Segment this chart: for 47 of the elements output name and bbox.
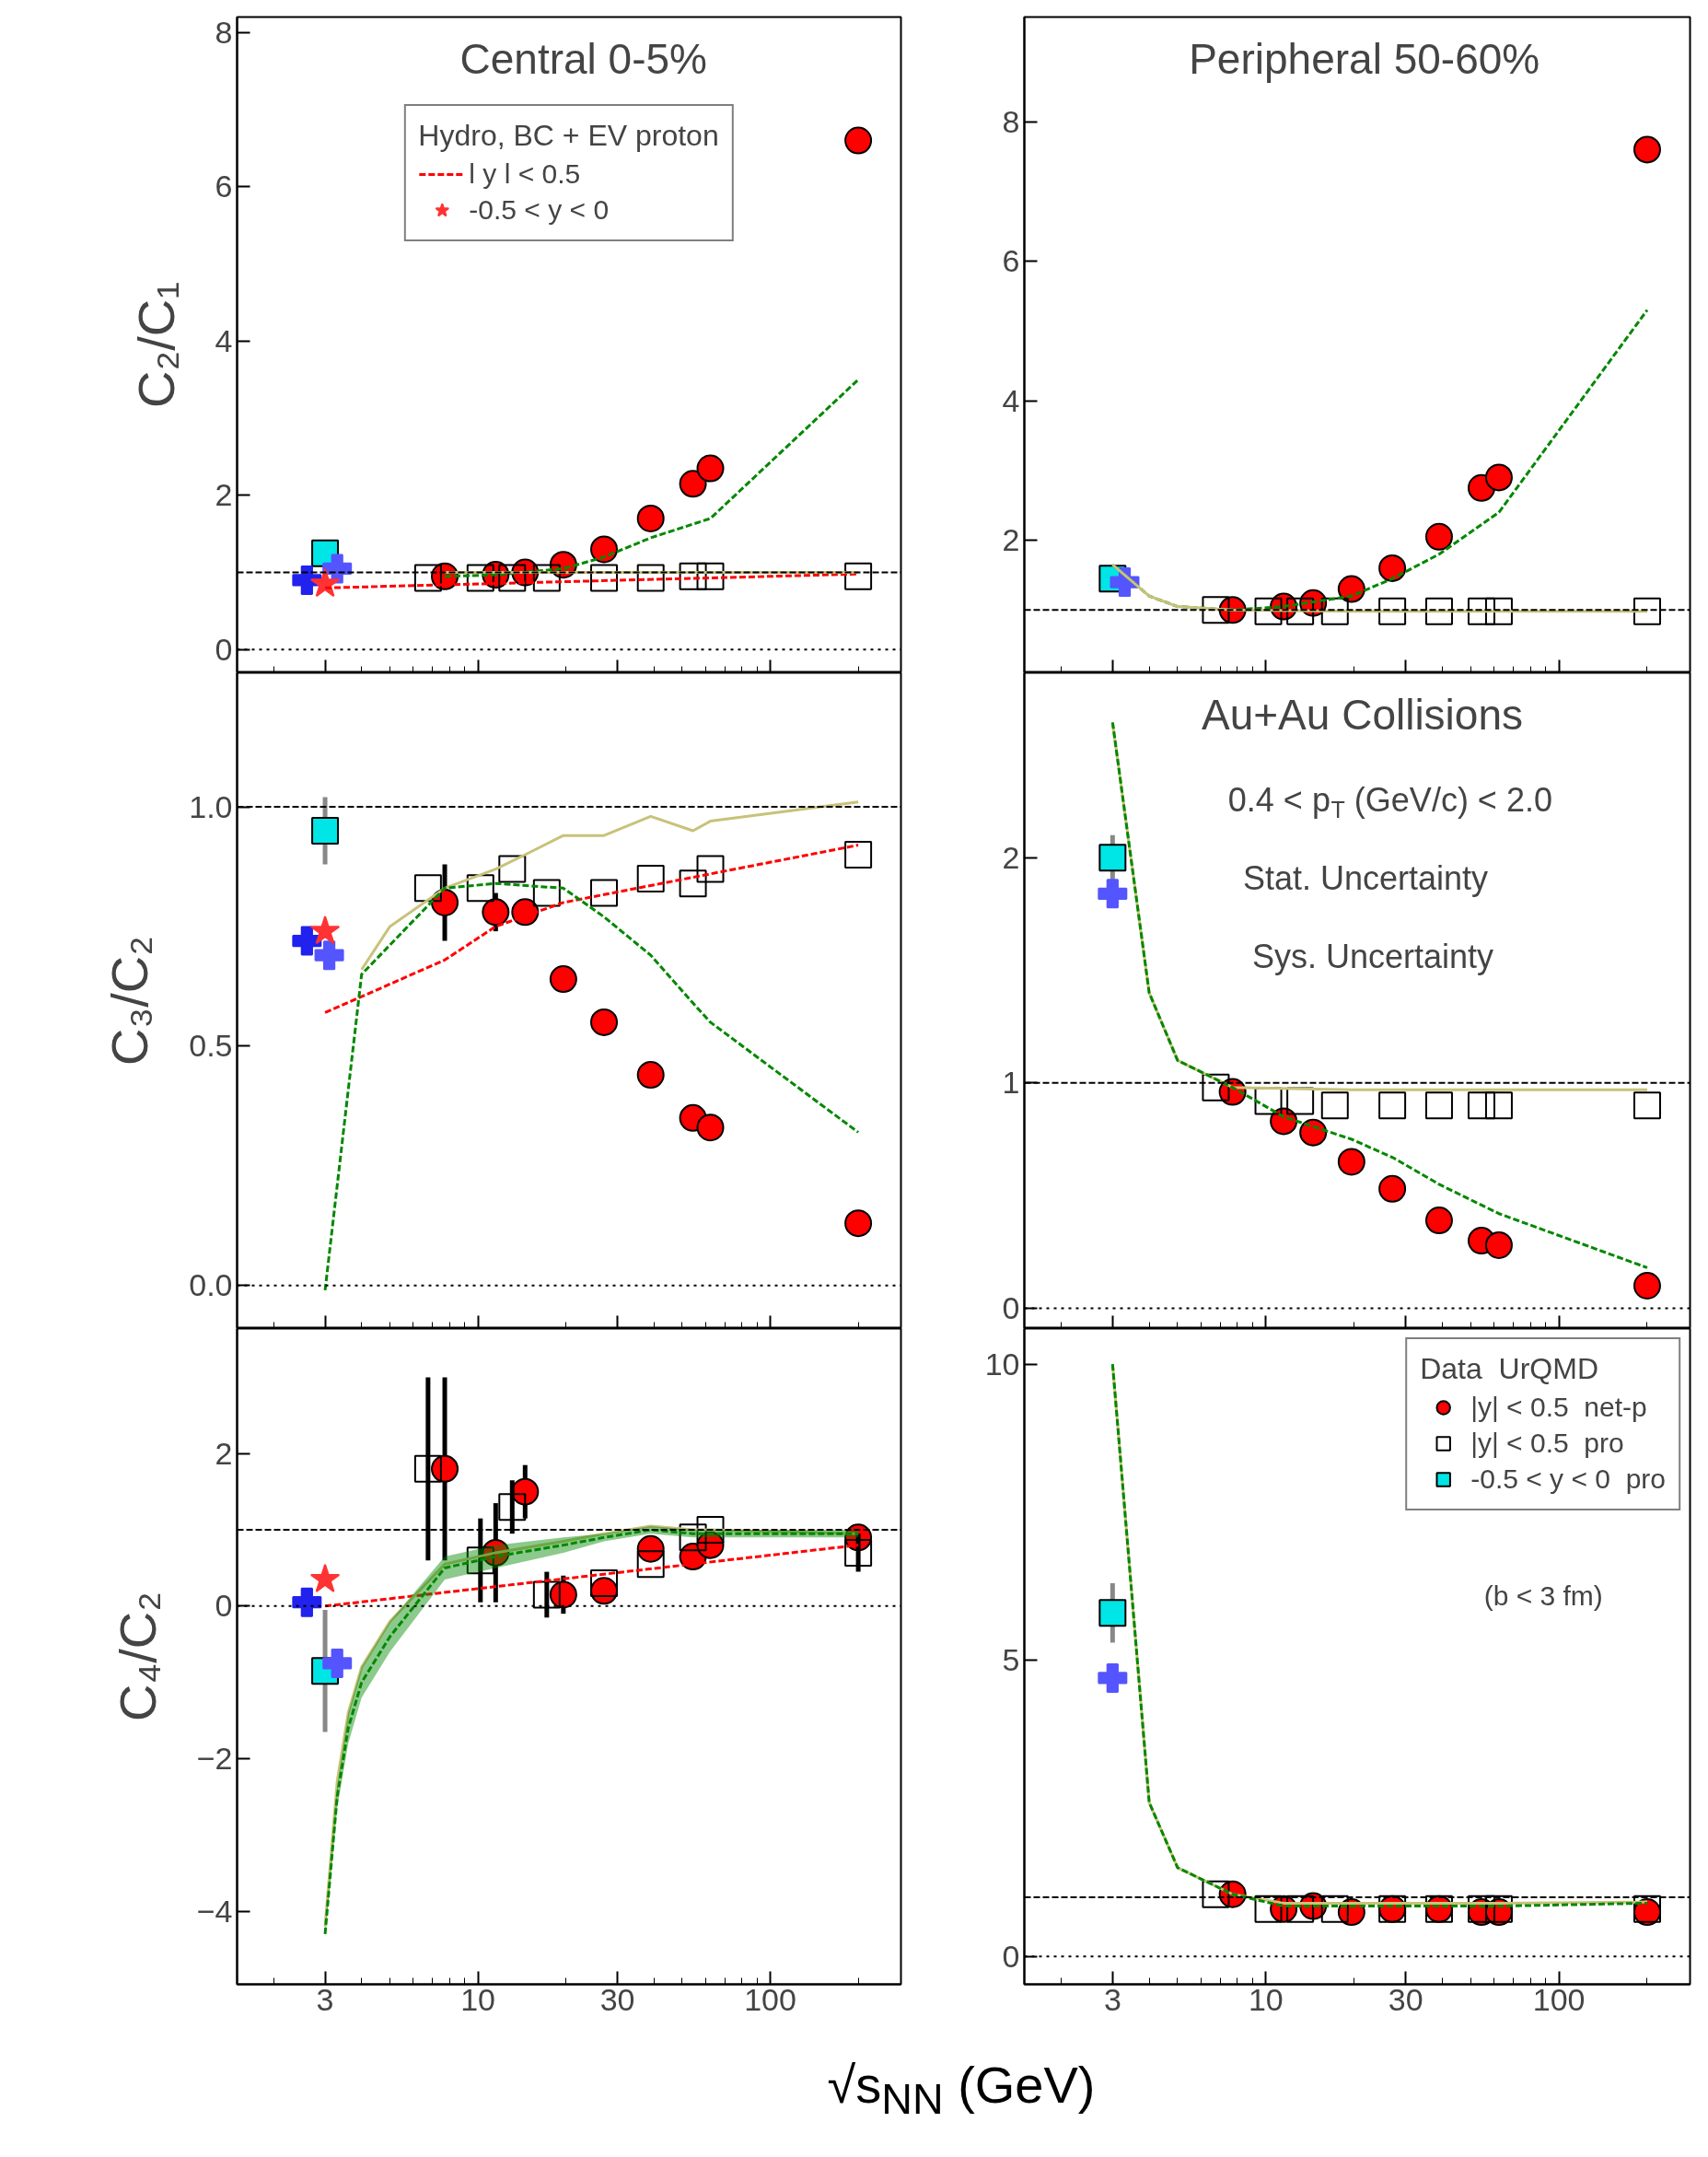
x-axis-title: √s$_{NN}$ (GeV) [827, 2055, 1096, 2126]
legend-label: |y| < 0.5 net-p [1470, 1392, 1647, 1423]
x-tick-label: 10 [1248, 1981, 1284, 2017]
y-tick-label: 0 [1002, 1289, 1020, 1325]
annotation: Au+Au Collisions [1201, 690, 1524, 739]
y-tick-label: 0 [1002, 1938, 1020, 1974]
legend-label: -0.5 < y < 0 pro [1470, 1463, 1666, 1495]
y-tick-label: 6 [215, 169, 233, 204]
y-tick-label: 5 [1002, 1642, 1020, 1678]
y-tick-label: 6 [1002, 243, 1020, 279]
legend-label: -0.5 < y < 0 [469, 194, 610, 226]
y-tick-label: 4 [215, 322, 233, 358]
y-tick-label: 8 [215, 14, 233, 50]
y-tick-label: 0 [215, 631, 233, 667]
y-tick-label: 1 [1002, 1065, 1020, 1101]
y-tick-label: −4 [196, 1893, 233, 1929]
y-tick-label: 2 [215, 477, 233, 513]
y-axis-title: C₂/C₁ [126, 281, 185, 409]
y-tick-label: 0.0 [189, 1267, 233, 1303]
annotation: Stat. Uncertainty [1242, 859, 1489, 897]
y-tick-label: 1.0 [189, 788, 233, 824]
legend-label: |y| < 0.5 pro [1470, 1428, 1624, 1459]
x-tick-label: 30 [1388, 1981, 1423, 2017]
y-tick-label: 10 [984, 1346, 1020, 1382]
y-tick-label: 8 [1002, 103, 1020, 139]
annotation: Central 0-5% [459, 34, 707, 83]
legend-label: l y l < 0.5 [469, 158, 581, 190]
y-tick-label: −2 [196, 1740, 233, 1776]
legend-title: Data UrQMD [1420, 1352, 1599, 1386]
x-tick-label: 30 [599, 1981, 635, 2017]
y-tick-label: 0 [215, 1588, 233, 1624]
y-axis-title: C₃/C₂ [100, 936, 159, 1066]
y-tick-label: 0.5 [189, 1028, 233, 1064]
x-tick-label: 3 [316, 1981, 334, 2017]
y-tick-label: 2 [215, 1435, 233, 1471]
x-tick-label: 10 [460, 1981, 495, 2017]
x-tick-label: 100 [1532, 1981, 1586, 2017]
y-axis-title: C₄/C₂ [108, 1591, 167, 1722]
y-tick-label: 2 [1002, 839, 1020, 875]
annotation: (b < 3 fm) [1483, 1580, 1603, 1611]
annotation: Sys. Uncertainty [1252, 938, 1494, 975]
legend-title: Hydro, BC + EV proton [418, 119, 719, 153]
x-tick-label: 3 [1103, 1981, 1121, 2017]
annotation: Peripheral 50-60% [1189, 34, 1540, 83]
y-tick-label: 4 [1002, 382, 1020, 418]
y-tick-label: 2 [1002, 522, 1020, 558]
x-tick-label: 100 [744, 1981, 796, 2017]
